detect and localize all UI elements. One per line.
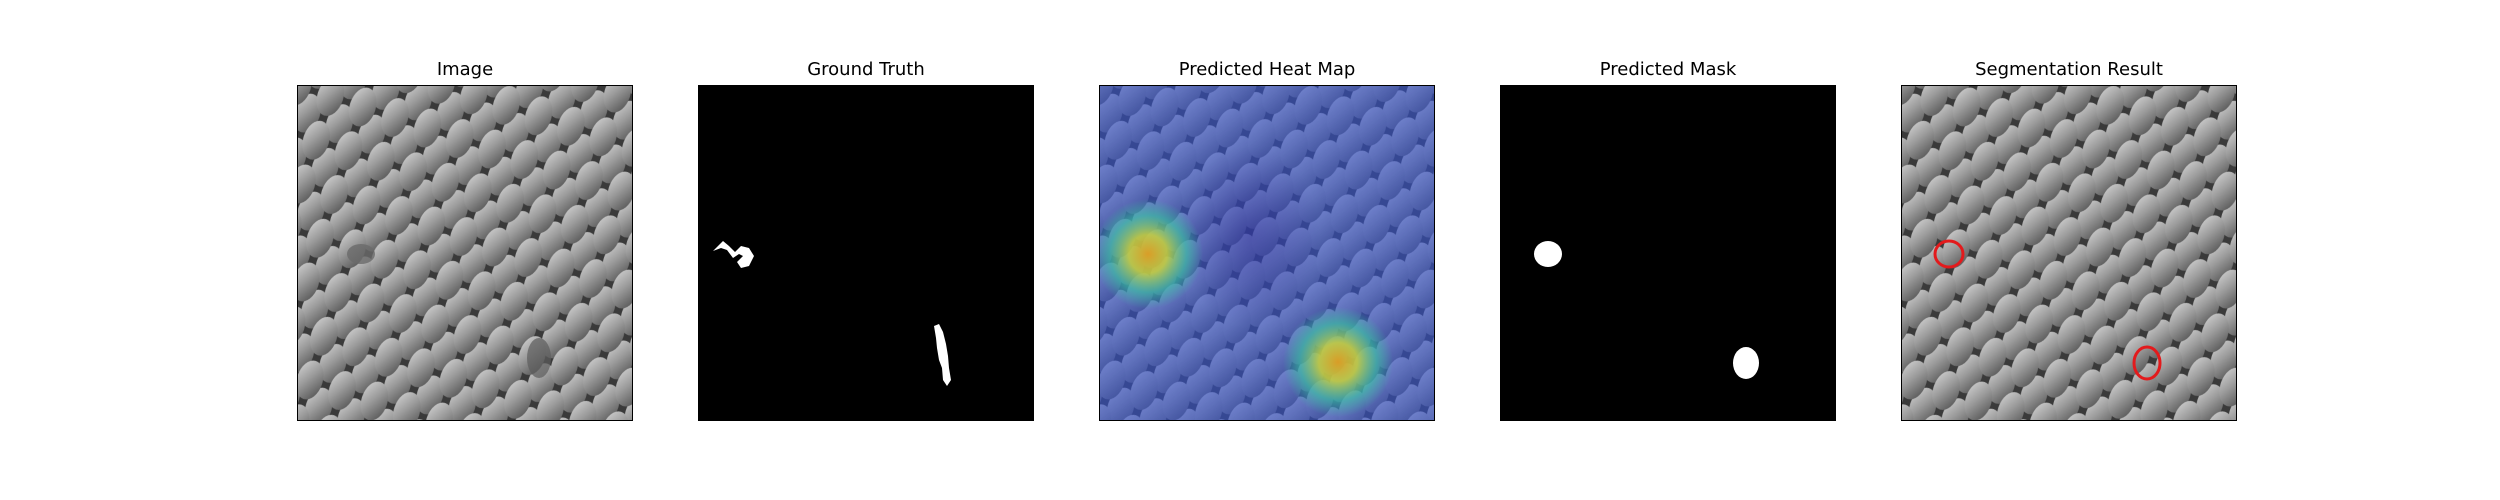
- image-panel: Image: [297, 0, 633, 500]
- image-frame: [297, 85, 633, 421]
- panel-title-image: Image: [436, 59, 494, 80]
- segmentation-frame: [1901, 85, 2237, 421]
- heat-map-frame: [1099, 85, 1435, 421]
- segmentation-contour-left: [1933, 239, 1965, 269]
- segmentation-panel: Segmentation Result: [1901, 0, 2237, 500]
- predicted-mask-blob-right: [1733, 347, 1759, 379]
- heat-map-overlay: [1100, 86, 1434, 420]
- panel-title-heat-map: Predicted Heat Map: [1178, 59, 1356, 80]
- predicted-mask-frame: [1500, 85, 1836, 421]
- heat-map-panel: Predicted Heat Map: [1099, 0, 1435, 500]
- segmentation-result-image: [1902, 86, 2236, 420]
- panel-title-predicted-mask: Predicted Mask: [1599, 59, 1737, 80]
- predicted-mask-blob-left: [1534, 241, 1562, 267]
- segmentation-contour-right: [2132, 345, 2162, 381]
- predicted-mask: [1501, 86, 1835, 420]
- ground-truth-region-right: [934, 324, 951, 386]
- panel-title-segmentation: Segmentation Result: [1975, 59, 2163, 80]
- panel-title-ground-truth: Ground Truth: [807, 59, 925, 80]
- ground-truth-panel: Ground Truth: [698, 0, 1034, 500]
- ground-truth-region-left: [713, 241, 754, 268]
- ground-truth-frame: [698, 85, 1034, 421]
- input-texture-image: [298, 86, 632, 420]
- ground-truth-mask: [699, 86, 1033, 420]
- predicted-mask-panel: Predicted Mask: [1500, 0, 1836, 500]
